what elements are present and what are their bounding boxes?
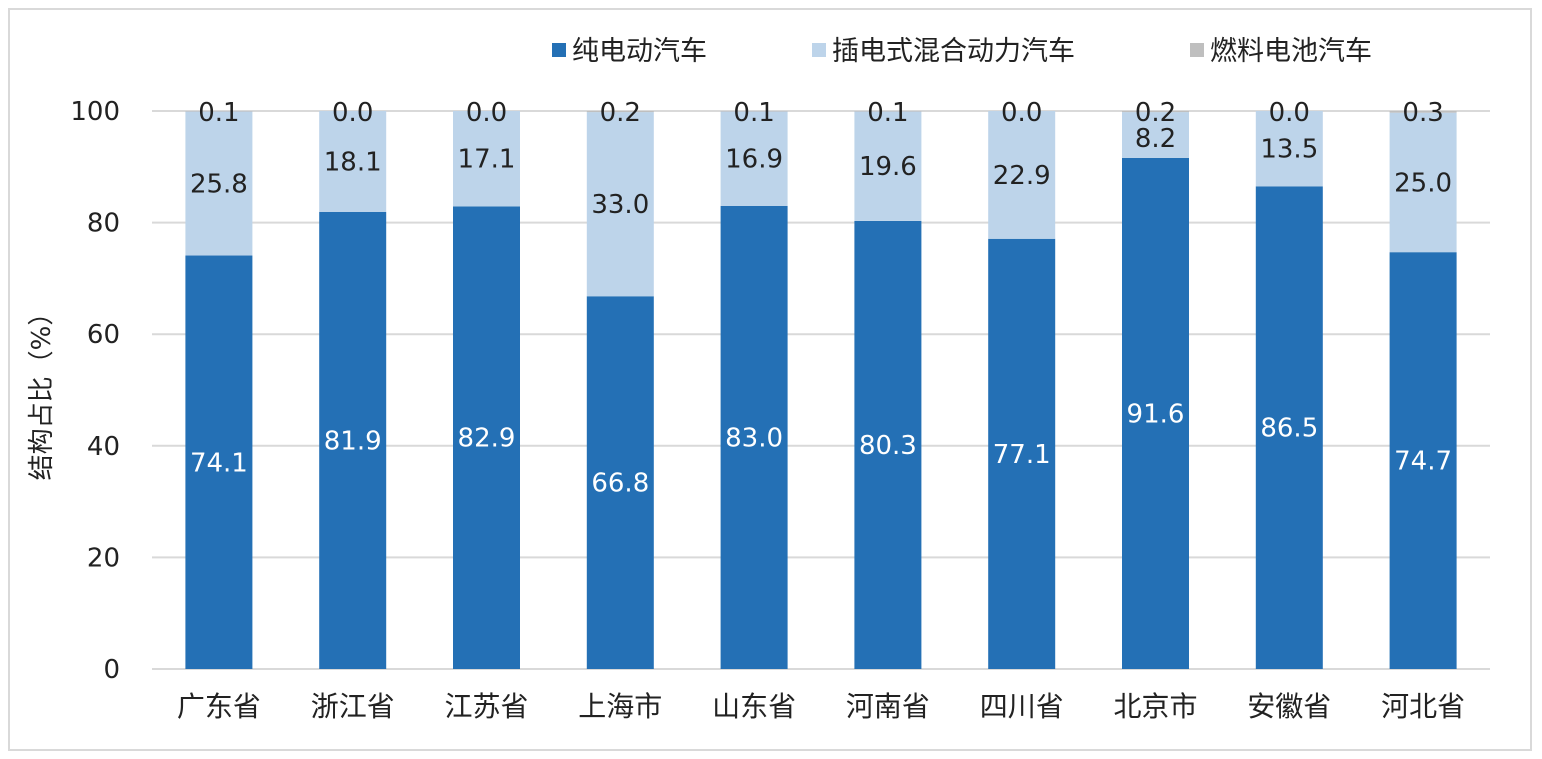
legend-swatch	[552, 43, 566, 57]
bar-segment	[586, 296, 654, 669]
x-category-label: 广东省	[177, 690, 261, 723]
data-label: 81.9	[324, 426, 382, 456]
legend-label: 纯电动汽车	[572, 36, 707, 67]
data-label: 0.1	[733, 98, 774, 128]
data-label: 74.1	[190, 448, 248, 478]
bar-segment	[720, 111, 788, 206]
data-label: 22.9	[993, 161, 1051, 191]
bar-segment	[988, 111, 1056, 239]
bar-segment	[1389, 111, 1457, 113]
x-category-label: 安徽省	[1247, 690, 1331, 723]
bar-segment	[854, 220, 922, 669]
data-label: 0.0	[1001, 98, 1042, 128]
bar-segment	[854, 111, 922, 112]
data-label: 13.5	[1260, 135, 1318, 165]
bar-segment	[720, 111, 788, 112]
data-label: 86.5	[1260, 414, 1318, 444]
x-category-label: 江苏省	[444, 690, 528, 723]
bar-segment	[1389, 112, 1457, 253]
bar-segment	[720, 205, 788, 670]
data-label: 0.1	[198, 98, 239, 128]
y-tick-label: 60	[87, 320, 120, 350]
bar-segment	[586, 112, 654, 297]
bar-segment	[1122, 112, 1189, 158]
data-label: 16.9	[725, 145, 783, 175]
data-label: 33.0	[591, 190, 649, 220]
data-label: 0.1	[867, 98, 908, 128]
bars	[185, 111, 1457, 670]
data-label: 18.1	[324, 147, 382, 177]
data-label: 83.0	[725, 423, 783, 453]
bar-segment	[1255, 186, 1323, 669]
bar-segment	[453, 206, 520, 669]
data-label: 8.2	[1135, 124, 1176, 154]
bar-segment	[185, 255, 253, 669]
legend: 纯电动汽车 插电式混合动力汽车 燃料电池汽车	[552, 36, 1372, 67]
data-label: 25.0	[1394, 168, 1452, 198]
bar-segment	[854, 111, 922, 221]
data-label: 25.8	[190, 170, 248, 200]
bar-segment	[319, 111, 387, 212]
data-labels: 74.1 25.8 0.1 81.9 18.1 0.0 82.9 17.1 0.0 66.8 33.…	[190, 98, 1452, 499]
legend-label: 燃料电池汽车	[1210, 36, 1372, 67]
data-label: 66.8	[591, 469, 649, 499]
y-tick-label: 100	[70, 97, 120, 127]
data-label: 0.0	[466, 98, 507, 128]
data-label: 0.3	[1402, 98, 1443, 128]
data-label: 0.2	[600, 98, 641, 128]
legend-swatch	[812, 43, 826, 57]
data-label: 0.2	[1135, 98, 1176, 128]
bar-segment	[1255, 111, 1323, 187]
data-label: 74.7	[1394, 447, 1452, 477]
bar-segment	[1122, 111, 1189, 113]
y-tick-label: 0	[103, 655, 120, 685]
bar-segment	[453, 111, 520, 207]
y-tick-label: 80	[87, 209, 120, 239]
y-tick-label: 40	[87, 432, 120, 462]
x-axis-categories: 广东省 浙江省 江苏省 上海市 山东省 河南省 四川省 北京市 安徽省 河北省	[177, 690, 1465, 723]
bar-segment	[586, 111, 654, 113]
y-tick-label: 20	[87, 543, 120, 573]
y-axis-label: 结构占比（%）	[27, 300, 57, 481]
bar-segment	[185, 111, 253, 256]
data-label: 82.9	[458, 424, 516, 454]
legend-label: 插电式混合动力汽车	[832, 36, 1075, 67]
bar-segment	[988, 238, 1056, 670]
x-category-label: 河南省	[846, 690, 930, 723]
x-category-label: 山东省	[712, 690, 796, 723]
legend-swatch	[1190, 43, 1204, 57]
data-label: 0.0	[1269, 98, 1310, 128]
x-category-label: 上海市	[578, 690, 662, 723]
data-label: 77.1	[993, 440, 1051, 470]
x-category-label: 北京市	[1113, 690, 1197, 723]
x-category-label: 四川省	[980, 690, 1064, 723]
x-category-label: 浙江省	[311, 690, 395, 723]
bar-segment	[1122, 157, 1189, 669]
x-category-label: 河北省	[1381, 690, 1465, 723]
bar-segment	[1389, 252, 1457, 669]
data-label: 17.1	[458, 145, 516, 175]
data-label: 91.6	[1127, 399, 1185, 429]
data-label: 80.3	[859, 431, 917, 461]
y-axis-ticks: 0 20 40 60 80 100	[70, 97, 120, 685]
bar-segment	[185, 111, 253, 112]
bar-segment	[319, 211, 387, 670]
data-label: 0.0	[332, 98, 373, 128]
data-label: 19.6	[859, 152, 917, 182]
